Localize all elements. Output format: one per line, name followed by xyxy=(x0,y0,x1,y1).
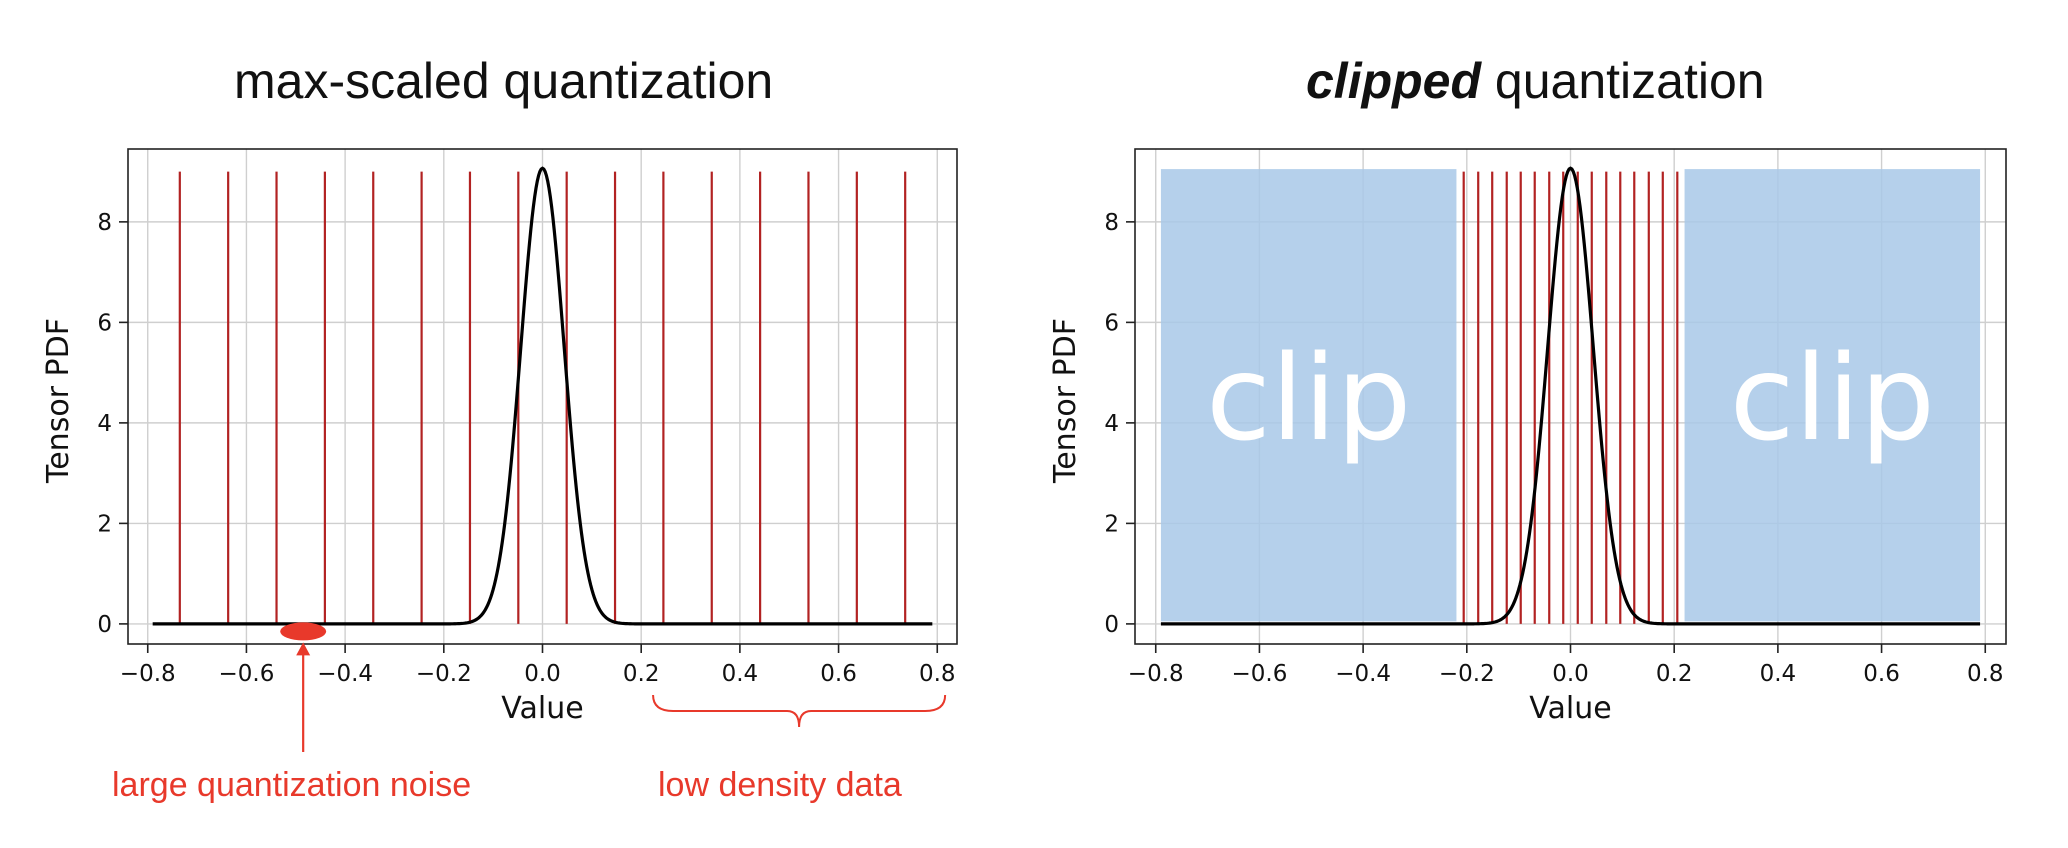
x-tick-label: 0.6 xyxy=(1863,661,1900,687)
clip-label: clip xyxy=(1206,329,1411,467)
x-tick-label: −0.6 xyxy=(1231,661,1287,687)
x-tick-label: −0.4 xyxy=(317,661,373,687)
pdf-curve xyxy=(152,166,933,626)
y-tick-label: 6 xyxy=(97,310,112,336)
chart-right: clip clip −0.8 −0.6 −0.4 −0.2 0.0 0.2 0.4 0.6 0.8 0… xyxy=(1048,148,2007,726)
x-tick-label: −0.2 xyxy=(1439,661,1495,687)
x-tick-label: 0.0 xyxy=(1552,661,1589,687)
chart-left: −0.8 −0.6 −0.4 −0.2 0.0 0.2 0.4 0.6 0.8 0 2 4 6 8 Valu… xyxy=(41,148,958,752)
y-axis-label: Tensor PDF xyxy=(41,318,76,484)
chart-title-suffix: quantization xyxy=(1481,53,1765,109)
y-tick-label: 0 xyxy=(1104,612,1119,638)
clip-region xyxy=(1684,169,1981,622)
y-tick-label: 6 xyxy=(1104,310,1119,336)
y-tick-label: 0 xyxy=(97,612,112,638)
y-tick-label: 2 xyxy=(97,511,112,537)
chart-title-right: clipped quantization xyxy=(1306,52,1765,110)
x-tick-label: 0.2 xyxy=(623,661,660,687)
x-axis-label: Value xyxy=(501,691,583,726)
chart-title-emphasis: clipped xyxy=(1306,53,1482,109)
noise-marker-ellipse xyxy=(280,622,327,641)
noise-arrow-head xyxy=(296,642,311,656)
x-tick-label: 0.2 xyxy=(1656,661,1693,687)
x-tick-label: 0.0 xyxy=(524,661,561,687)
clip-label: clip xyxy=(1730,329,1935,467)
y-tick-label: 4 xyxy=(97,411,112,437)
y-tick-label: 8 xyxy=(97,210,112,236)
x-tick-label: 0.8 xyxy=(1967,661,2004,687)
x-tick-label: −0.8 xyxy=(1128,661,1184,687)
x-tick-label: −0.4 xyxy=(1335,661,1391,687)
y-tick-label: 2 xyxy=(1104,511,1119,537)
clip-region xyxy=(1160,169,1457,622)
x-axis-label: Value xyxy=(1529,691,1611,726)
y-tick-label: 4 xyxy=(1104,411,1119,437)
x-tick-label: 0.4 xyxy=(1760,661,1797,687)
x-tick-label: 0.4 xyxy=(722,661,759,687)
y-axis-label: Tensor PDF xyxy=(1048,318,1083,484)
x-tick-label: −0.8 xyxy=(120,661,176,687)
x-tick-label: −0.2 xyxy=(416,661,472,687)
x-tick-label: −0.6 xyxy=(218,661,274,687)
x-tick-label: 0.6 xyxy=(820,661,857,687)
y-tick-label: 8 xyxy=(1104,210,1119,236)
annotation-large-quantization-noise: large quantization noise xyxy=(112,766,472,804)
annotation-low-density-data: low density data xyxy=(658,766,902,804)
x-tick-label: 0.8 xyxy=(919,661,956,687)
low-density-brace xyxy=(652,694,947,728)
chart-title-left: max-scaled quantization xyxy=(234,53,774,109)
pdf-curve xyxy=(1160,166,1981,626)
